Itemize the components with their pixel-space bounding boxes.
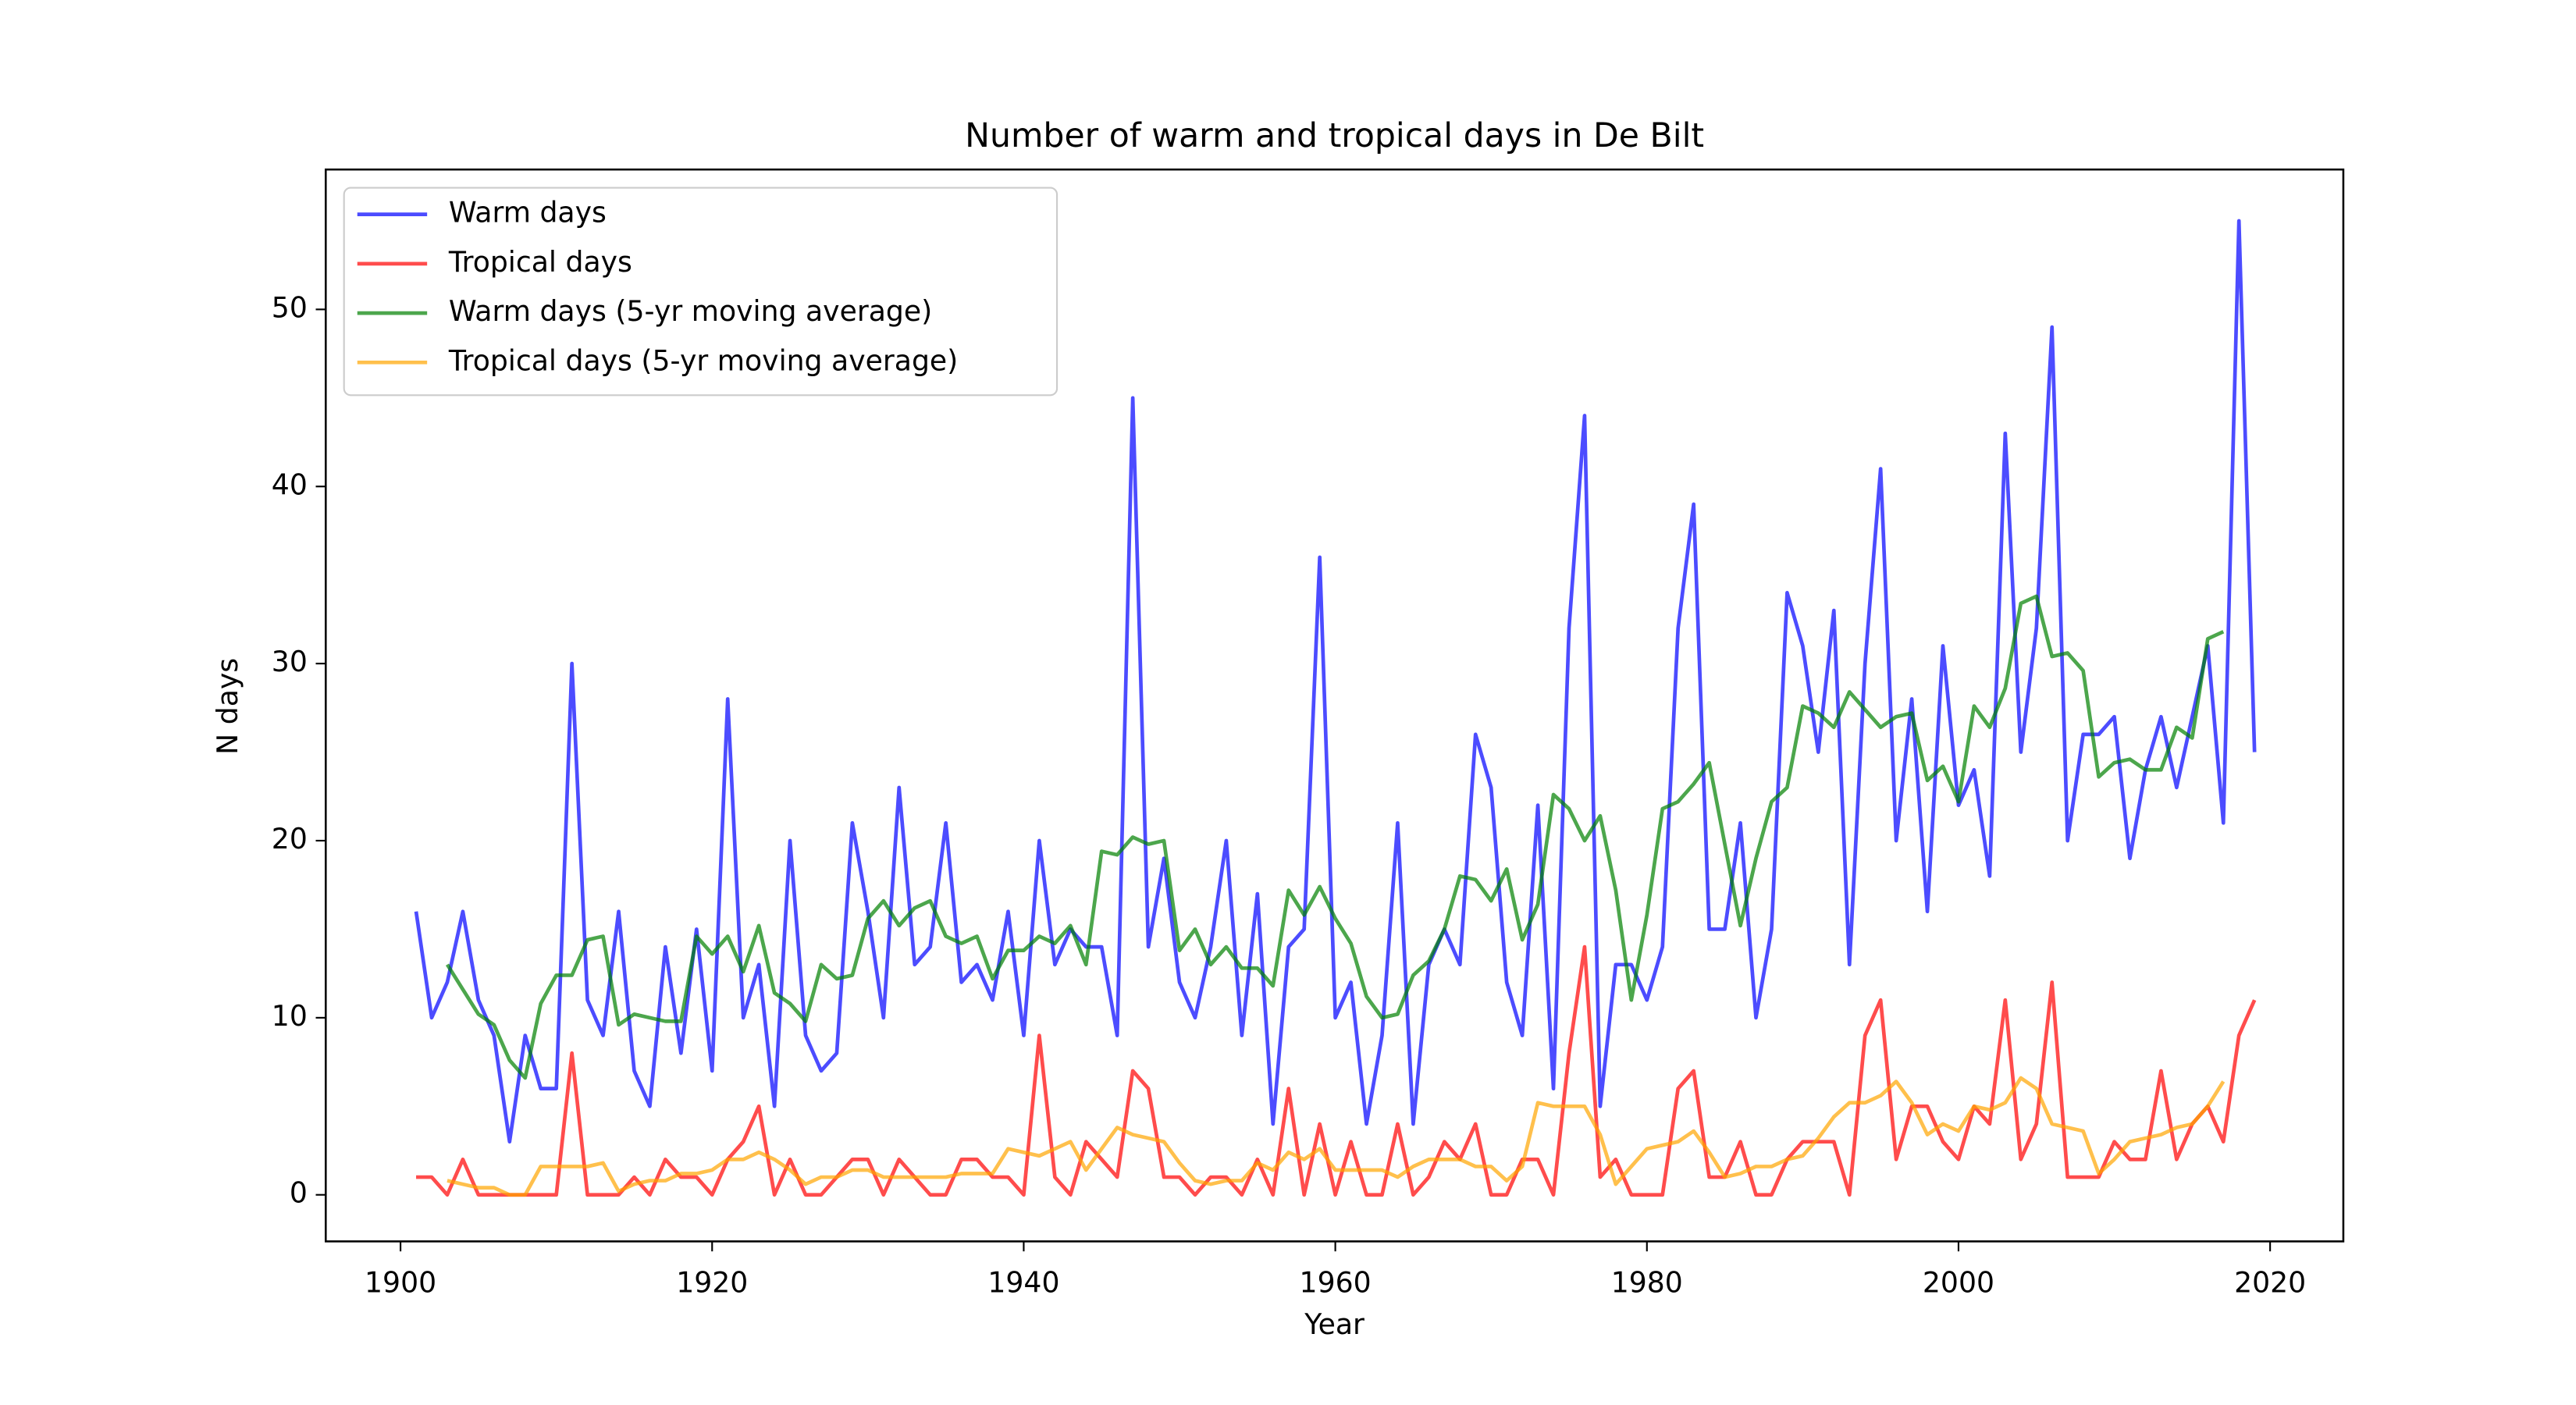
- legend-box: [343, 187, 1059, 397]
- y-tick-label: 40: [272, 468, 308, 501]
- x-tick-label: 2000: [1923, 1266, 1994, 1300]
- y-axis-label: N days: [211, 658, 244, 755]
- legend-label: Tropical days: [448, 245, 632, 279]
- x-tick-label: 1940: [987, 1266, 1059, 1300]
- x-tick-label: 1960: [1300, 1266, 1372, 1300]
- series-line: [447, 1076, 2226, 1197]
- legend-label: Tropical days (5-yr moving average): [448, 343, 958, 377]
- y-tick-label: 20: [272, 822, 308, 855]
- y-tick-label: 50: [272, 290, 308, 324]
- legend-label: Warm days: [449, 196, 607, 229]
- x-tick-label: 1980: [1611, 1266, 1683, 1300]
- series-line: [414, 219, 2257, 1144]
- plot-frame: [325, 168, 2345, 1243]
- legend-label: Warm days (5-yr moving average): [449, 294, 932, 328]
- x-tick-label: 1900: [365, 1266, 436, 1300]
- x-axis-label: Year: [1304, 1307, 1364, 1341]
- series-line: [445, 594, 2225, 1080]
- x-tick-label: 2020: [2234, 1266, 2306, 1300]
- legend: Warm days Tropical days Warm days (5-yr mo…: [343, 187, 1059, 397]
- y-tick-label: 0: [290, 1176, 308, 1210]
- x-tick-label: 1920: [676, 1266, 748, 1300]
- y-tick-label: 10: [272, 999, 308, 1033]
- y-tick-label: 30: [272, 645, 308, 678]
- series-line: [416, 944, 2257, 1197]
- chart-title: Number of warm and tropical days in De B…: [965, 116, 1704, 155]
